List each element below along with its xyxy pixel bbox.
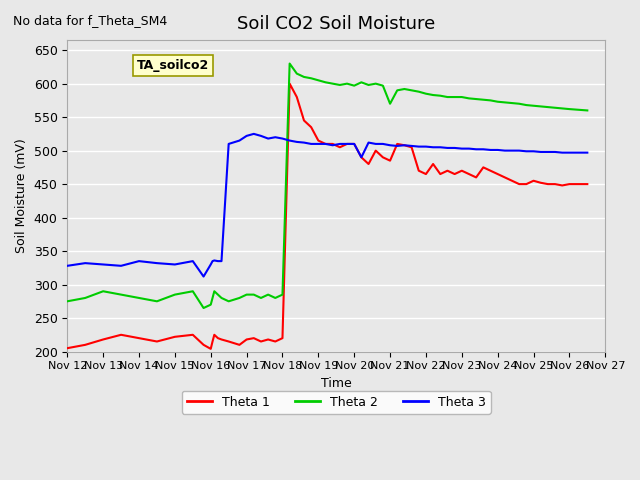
X-axis label: Time: Time	[321, 377, 351, 390]
Y-axis label: Soil Moisture (mV): Soil Moisture (mV)	[15, 138, 28, 253]
Legend: Theta 1, Theta 2, Theta 3: Theta 1, Theta 2, Theta 3	[182, 391, 491, 414]
Title: Soil CO2 Soil Moisture: Soil CO2 Soil Moisture	[237, 15, 435, 33]
Text: TA_soilco2: TA_soilco2	[137, 59, 209, 72]
Text: No data for f_Theta_SM4: No data for f_Theta_SM4	[13, 14, 167, 27]
